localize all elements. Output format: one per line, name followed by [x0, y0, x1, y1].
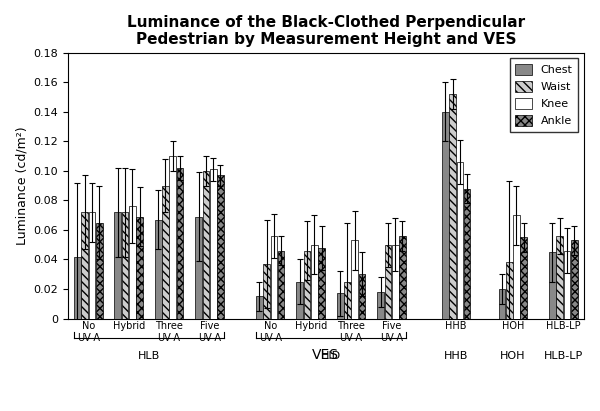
Bar [304, 251, 310, 319]
Bar [449, 94, 456, 319]
Bar [457, 162, 463, 319]
Legend: Chest, Waist, Knee, Ankle: Chest, Waist, Knee, Ankle [509, 58, 578, 132]
Bar [513, 215, 520, 319]
Text: HLB: HLB [138, 351, 160, 361]
Bar [464, 189, 470, 319]
Bar [122, 212, 128, 319]
Bar [263, 264, 270, 319]
Bar [359, 274, 365, 319]
Bar [296, 282, 303, 319]
Bar [203, 171, 209, 319]
Bar [520, 237, 527, 319]
Bar [195, 217, 202, 319]
Bar [271, 236, 277, 319]
Bar [344, 282, 351, 319]
Bar [563, 251, 571, 319]
Bar [81, 212, 88, 319]
Bar [571, 240, 578, 319]
Bar [399, 236, 406, 319]
Bar [89, 212, 95, 319]
Bar [162, 186, 169, 319]
Text: HOH: HOH [500, 351, 526, 361]
Bar [129, 206, 136, 319]
Bar [256, 296, 263, 319]
Bar [549, 252, 556, 319]
Bar [136, 217, 143, 319]
Bar [96, 223, 103, 319]
Bar [556, 236, 563, 319]
Bar [210, 169, 217, 319]
Text: HHB: HHB [444, 351, 469, 361]
Bar [115, 212, 121, 319]
Bar [352, 240, 358, 319]
X-axis label: VES: VES [313, 349, 340, 363]
Bar [506, 263, 512, 319]
Y-axis label: Luminance (cd/m²): Luminance (cd/m²) [15, 126, 28, 245]
Text: HID: HID [321, 351, 341, 361]
Bar [385, 245, 391, 319]
Bar [74, 256, 80, 319]
Bar [337, 293, 344, 319]
Bar [278, 251, 284, 319]
Bar [318, 248, 325, 319]
Bar [442, 112, 449, 319]
Bar [392, 245, 398, 319]
Bar [155, 219, 161, 319]
Bar [217, 175, 224, 319]
Title: Luminance of the Black-Clothed Perpendicular
Pedestrian by Measurement Height an: Luminance of the Black-Clothed Perpendic… [127, 15, 525, 47]
Bar [176, 168, 184, 319]
Bar [169, 156, 176, 319]
Bar [499, 289, 505, 319]
Text: HLB-LP: HLB-LP [544, 351, 583, 361]
Bar [377, 292, 384, 319]
Bar [311, 245, 317, 319]
